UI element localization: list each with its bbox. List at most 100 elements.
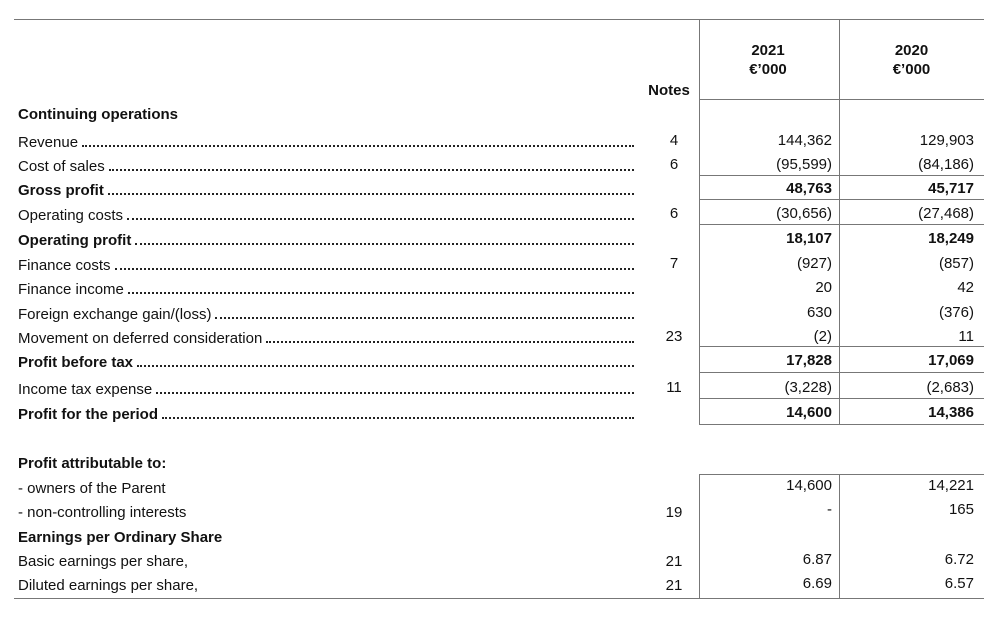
row-note: 21	[665, 553, 683, 570]
value-2020: 42	[957, 279, 974, 296]
value-2021: 17,828	[786, 352, 832, 369]
dot-leader	[156, 392, 634, 394]
value-2021: 20	[815, 279, 832, 296]
dot-leader	[215, 317, 634, 319]
value-2020: (27,468)	[918, 205, 974, 222]
value-2020: 6.72	[944, 551, 974, 568]
value-2020: 11	[958, 328, 974, 345]
row-finance-costs: Finance costs 7 (927) (857)	[14, 252, 984, 276]
row-label: - non-controlling interests	[18, 504, 187, 521]
section-title-row: Continuing operations	[14, 103, 984, 127]
row-note: 19	[665, 504, 683, 521]
row-label: - owners of the Parent	[18, 480, 166, 497]
row-label: Profit before tax	[18, 354, 138, 371]
row-label: Diluted earnings per share,	[18, 577, 199, 594]
notes-divider-lower	[699, 474, 700, 599]
value-2021: 14,600	[786, 404, 832, 421]
col-divider-lower	[839, 474, 840, 599]
value-2020: (2,683)	[926, 379, 974, 396]
row-note: 6	[669, 156, 679, 173]
header-notes: Notes	[648, 82, 690, 99]
value-2020: 129,903	[919, 132, 974, 149]
header-underline-2021	[699, 99, 984, 100]
row-basic-eps: Basic earnings per share, 21 6.87 6.72	[14, 550, 984, 574]
dot-leader	[162, 417, 634, 419]
value-2021: (3,228)	[784, 379, 832, 396]
row-note: 21	[665, 577, 683, 594]
row-label: Foreign exchange gain/(loss)	[18, 306, 216, 323]
row-label: Gross profit	[18, 182, 108, 199]
eps-title-row: Earnings per Ordinary Share	[14, 526, 984, 550]
dot-leader	[107, 193, 634, 195]
row-cost-of-sales: Cost of sales 6 (95,599) (84,186)	[14, 153, 984, 177]
row-label: Income tax expense	[18, 381, 157, 398]
value-2020: 17,069	[928, 352, 974, 369]
row-label: Operating profit	[18, 232, 136, 249]
header-2021-unit: €’000	[749, 61, 787, 78]
row-finance-income: Finance income 20 42	[14, 276, 984, 300]
row-label: Basic earnings per share,	[18, 553, 189, 570]
rule-below-profit	[699, 424, 984, 425]
dot-leader	[135, 243, 634, 245]
row-note: 11	[666, 379, 682, 396]
value-2021: 48,763	[786, 180, 832, 197]
row-note: 6	[669, 205, 679, 222]
rule-below-gross	[699, 199, 984, 200]
section-title: Continuing operations	[18, 106, 178, 123]
row-gross-profit: Gross profit 48,763 45,717	[14, 177, 984, 201]
header-2020-year: 2020	[894, 42, 929, 59]
value-2021: 630	[806, 304, 832, 321]
row-label: Movement on deferred consideration	[18, 330, 267, 347]
attributable-title: Profit attributable to:	[18, 455, 167, 472]
dot-leader	[127, 292, 634, 294]
value-2020: (84,186)	[918, 156, 974, 173]
eps-title: Earnings per Ordinary Share	[18, 529, 223, 546]
rule-above-tax	[699, 372, 984, 373]
bottom-rule	[14, 598, 984, 599]
value-2021: -	[827, 501, 832, 518]
value-2020: 165	[948, 501, 974, 518]
value-2020: 14,386	[928, 404, 974, 421]
value-2021: 18,107	[786, 230, 832, 247]
rule-above-pbt	[699, 346, 984, 347]
row-label: Finance income	[18, 281, 128, 298]
value-2021: 144,362	[777, 132, 832, 149]
value-2021: (30,656)	[776, 205, 832, 222]
value-2020: 6.57	[944, 575, 974, 592]
row-owners-of-parent: - owners of the Parent 14,600 14,221	[14, 477, 984, 501]
attributable-title-row: Profit attributable to:	[14, 452, 984, 476]
rule-lower-top	[699, 474, 984, 475]
rule-above-profit	[699, 398, 984, 399]
value-2021: (2)	[813, 328, 832, 345]
row-fx-gain-loss: Foreign exchange gain/(loss) 630 (376)	[14, 301, 984, 325]
value-2020: 14,221	[928, 477, 974, 494]
top-rule	[14, 19, 984, 20]
row-label: Finance costs	[18, 257, 115, 274]
value-2020: 18,249	[928, 230, 974, 247]
value-2020: (857)	[938, 255, 974, 272]
row-deferred-consideration: Movement on deferred consideration 23 (2…	[14, 325, 984, 349]
dot-leader	[137, 365, 634, 367]
income-statement-table: 2021 €’000 2020 €’000 Notes Continuing o…	[14, 19, 984, 599]
row-operating-profit: Operating profit 18,107 18,249	[14, 227, 984, 251]
dot-leader	[108, 169, 634, 171]
header-2021-year: 2021	[751, 42, 785, 59]
dot-leader	[82, 145, 634, 147]
row-note: 7	[669, 255, 679, 272]
row-income-tax: Income tax expense 11 (3,228) (2,683)	[14, 376, 984, 400]
row-label: Cost of sales	[18, 158, 109, 175]
value-2021: 6.69	[802, 575, 832, 592]
value-2020: (376)	[938, 304, 974, 321]
dot-leader	[266, 341, 634, 343]
row-profit-before-tax: Profit before tax 17,828 17,069	[14, 349, 984, 373]
row-non-controlling: - non-controlling interests 19 - 165	[14, 501, 984, 525]
value-2021: 6.87	[802, 551, 832, 568]
rule-above-operating	[699, 224, 984, 225]
header-2020-unit: €’000	[892, 61, 931, 78]
value-2021: (95,599)	[776, 156, 832, 173]
row-diluted-eps: Diluted earnings per share, 21 6.69 6.57	[14, 574, 984, 598]
header-2020: 2020 €’000	[844, 41, 979, 79]
row-label: Revenue	[18, 134, 83, 151]
rule-above-gross	[699, 175, 984, 176]
value-2021: (927)	[796, 255, 832, 272]
